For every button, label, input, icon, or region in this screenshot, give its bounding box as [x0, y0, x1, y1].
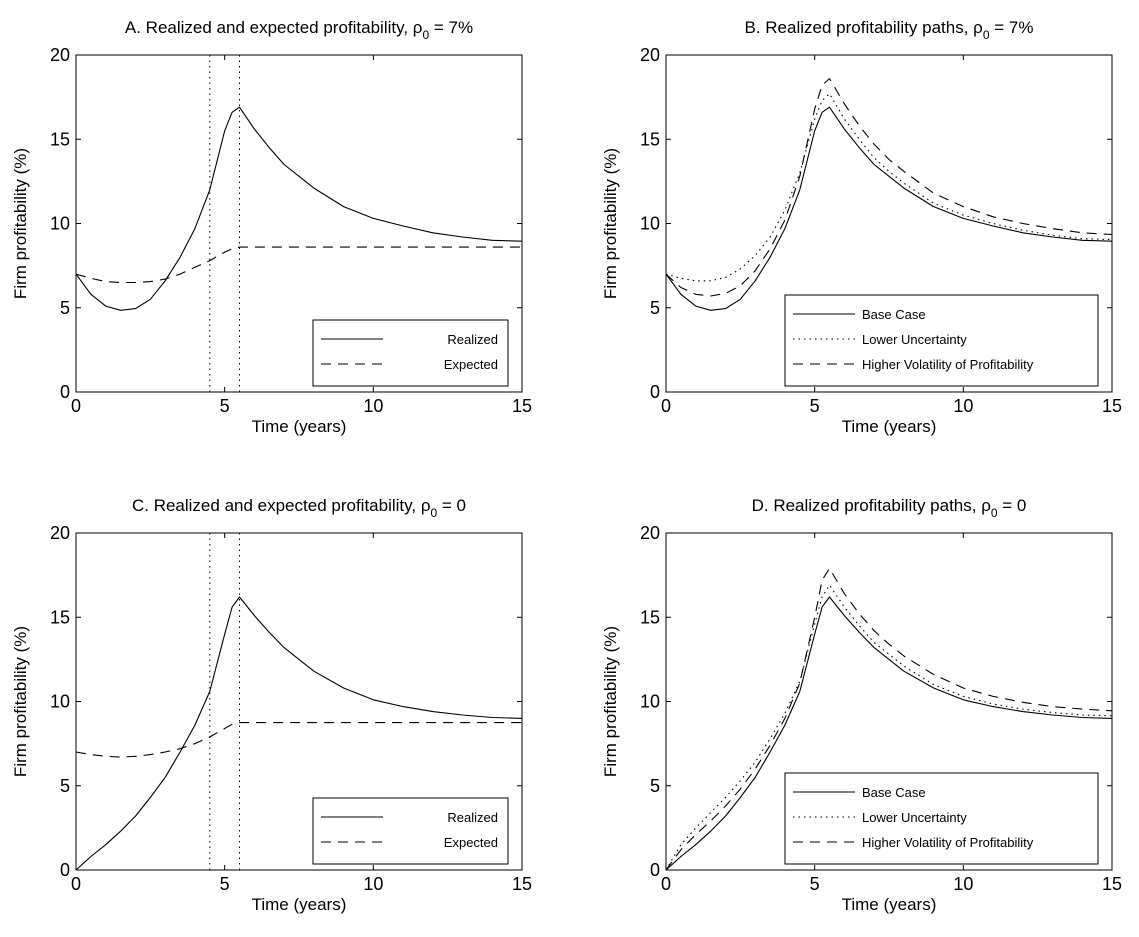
series-line-base-case [665, 106, 1113, 311]
legend-entry: Base Case [862, 785, 926, 800]
legend-box [784, 772, 1099, 865]
legend: Base Case Lower Uncertainty Higher Volatil… [784, 294, 1099, 387]
title-tail: = 0 [998, 496, 1027, 515]
y-tick-label: 5 [60, 298, 70, 318]
title-text: D. Realized profitability paths, [752, 496, 982, 515]
legend-entry: Realized [447, 332, 498, 347]
y-tick-label: 5 [650, 776, 660, 796]
legend: Realized Expected [312, 797, 509, 865]
y-tick-label: 5 [650, 298, 660, 318]
x-tick-label: 0 [71, 396, 81, 416]
legend-box [784, 294, 1099, 387]
series-line-base-case [665, 596, 1113, 871]
title-subscript: 0 [983, 28, 990, 42]
panel-title: C. Realized and expected profitability, … [132, 496, 466, 520]
legend-entry: Expected [444, 835, 498, 850]
y-tick-label: 15 [640, 607, 660, 627]
panel-d: D. Realized profitability paths, ρ0 = 00… [601, 496, 1122, 914]
legend-entry: Higher Volatility of Profitability [862, 357, 1034, 372]
title-symbol: ρ [413, 18, 423, 37]
title-tail: = 7% [429, 18, 473, 37]
title-symbol: ρ [973, 18, 983, 37]
y-tick-label: 15 [50, 129, 70, 149]
x-tick-label: 10 [953, 874, 973, 894]
y-tick-label: 10 [640, 692, 660, 712]
x-axis-label: Time (years) [252, 895, 347, 914]
legend: Realized Expected [312, 319, 509, 387]
panel-c: C. Realized and expected profitability, … [11, 496, 532, 914]
title-subscript: 0 [422, 28, 429, 42]
panel-title: B. Realized profitability paths, ρ0 = 7% [745, 18, 1034, 42]
x-tick-label: 5 [220, 396, 230, 416]
y-tick-label: 10 [50, 214, 70, 234]
x-tick-label: 10 [363, 396, 383, 416]
x-tick-label: 15 [1102, 396, 1122, 416]
title-tail: = 0 [437, 496, 466, 515]
title-subscript: 0 [991, 506, 998, 520]
series-line-realized [75, 106, 523, 311]
y-tick-label: 15 [640, 129, 660, 149]
y-tick-label: 0 [650, 382, 660, 402]
series-line-expected [75, 246, 522, 284]
title-text: A. Realized and expected profitability, [125, 18, 413, 37]
y-tick-label: 20 [50, 523, 70, 543]
x-tick-label: 10 [953, 396, 973, 416]
x-tick-label: 5 [220, 874, 230, 894]
legend-entry: Expected [444, 357, 498, 372]
legend-entry: Lower Uncertainty [862, 810, 967, 825]
x-tick-label: 10 [363, 874, 383, 894]
x-tick-label: 0 [661, 874, 671, 894]
panel-title: D. Realized profitability paths, ρ0 = 0 [752, 496, 1027, 520]
title-symbol: ρ [981, 496, 991, 515]
y-axis-label: Firm profitability (%) [11, 148, 30, 299]
x-axis-label: Time (years) [842, 895, 937, 914]
title-text: B. Realized profitability paths, [745, 18, 974, 37]
legend-box [312, 319, 509, 387]
y-tick-label: 0 [60, 382, 70, 402]
title-text: C. Realized and expected profitability, [132, 496, 421, 515]
series-line-lower-uncertainty [665, 584, 1113, 871]
panel-a: A. Realized and expected profitability, … [11, 18, 532, 436]
panel-title: A. Realized and expected profitability, … [125, 18, 473, 42]
y-tick-label: 10 [640, 214, 660, 234]
y-tick-label: 15 [50, 607, 70, 627]
title-tail: = 7% [990, 18, 1034, 37]
series-line-expected [75, 722, 522, 758]
x-tick-label: 15 [512, 396, 532, 416]
series-line-lower-uncertainty [665, 93, 1113, 282]
y-axis-label: Firm profitability (%) [601, 148, 620, 299]
legend-entry: Base Case [862, 307, 926, 322]
title-symbol: ρ [421, 496, 431, 515]
x-tick-label: 15 [1102, 874, 1122, 894]
series-line-higher-volatility-of-profitability [665, 567, 1113, 871]
legend-entry: Realized [447, 810, 498, 825]
legend-entry: Higher Volatility of Profitability [862, 835, 1034, 850]
y-tick-label: 0 [60, 860, 70, 880]
x-axis-label: Time (years) [842, 417, 937, 436]
y-tick-label: 20 [640, 45, 660, 65]
y-tick-label: 20 [640, 523, 660, 543]
y-axis-label: Firm profitability (%) [601, 626, 620, 777]
y-tick-label: 5 [60, 776, 70, 796]
x-tick-label: 0 [71, 874, 81, 894]
x-tick-label: 5 [810, 874, 820, 894]
legend-box [312, 797, 509, 865]
y-axis-label: Firm profitability (%) [11, 626, 30, 777]
y-tick-label: 20 [50, 45, 70, 65]
legend-entry: Lower Uncertainty [862, 332, 967, 347]
title-subscript: 0 [430, 506, 437, 520]
legend: Base Case Lower Uncertainty Higher Volatil… [784, 772, 1099, 865]
x-tick-label: 5 [810, 396, 820, 416]
y-tick-label: 0 [650, 860, 660, 880]
x-tick-label: 15 [512, 874, 532, 894]
x-tick-label: 0 [661, 396, 671, 416]
series-line-realized [75, 596, 523, 871]
x-axis-label: Time (years) [252, 417, 347, 436]
series-line-higher-volatility-of-profitability [665, 78, 1113, 297]
y-tick-label: 10 [50, 692, 70, 712]
panel-b: B. Realized profitability paths, ρ0 = 7%… [601, 18, 1122, 436]
